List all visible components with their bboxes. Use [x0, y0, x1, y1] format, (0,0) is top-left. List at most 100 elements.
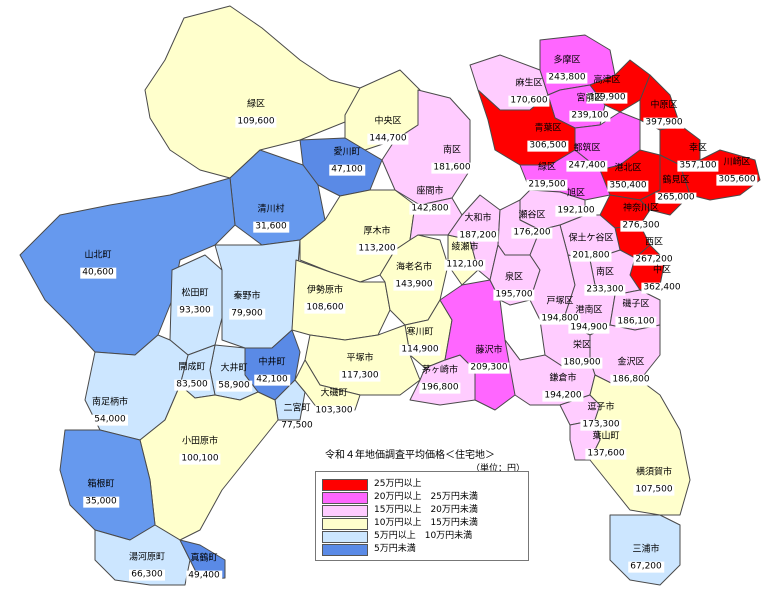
- area-label: 港南区 194,900: [568, 306, 610, 335]
- area-price: 176,200: [511, 227, 553, 239]
- area-price: 42,100: [254, 374, 290, 386]
- area-label: 二宮町 77,500: [279, 404, 315, 433]
- area-name: 松田町: [181, 288, 209, 299]
- area-label: 綾瀬市 112,100: [444, 243, 486, 272]
- area-price: 113,200: [356, 243, 398, 255]
- area-name: 大磯町: [320, 388, 348, 399]
- area-price: 79,900: [229, 308, 265, 320]
- area-price: 196,800: [419, 382, 461, 394]
- area-label: 葉山町 137,600: [585, 431, 627, 461]
- legend-label: 5万円未満: [374, 544, 416, 554]
- area-price: 107,500: [633, 484, 675, 496]
- area-label: 高津区 329,900: [586, 76, 628, 105]
- area-price: 186,800: [610, 374, 652, 386]
- area-label: 山北町 40,600: [80, 251, 116, 280]
- area-price: 66,300: [129, 569, 165, 581]
- area-label: 大井町 58,900: [216, 364, 252, 393]
- legend: 25万円以上 20万円以上 25万円未満 15万円以上 20万円未満 10万円以上 1…: [315, 471, 529, 561]
- area-price: 194,800: [539, 313, 581, 325]
- area-name: 三浦市: [632, 544, 660, 555]
- legend-swatch: [322, 518, 368, 530]
- area-name: 都筑区: [573, 143, 601, 154]
- area-name: 西区: [644, 237, 663, 248]
- area-price: 47,100: [329, 164, 365, 176]
- area-name: 大和市: [464, 213, 492, 224]
- area-name: 幸区: [688, 143, 707, 154]
- area-label: 中区 362,400: [641, 266, 683, 295]
- area-name: 葉山町: [592, 431, 620, 442]
- area-name: 大井町: [220, 363, 248, 374]
- area-price: 357,100: [677, 160, 719, 172]
- area-label: 座間市 142,800: [409, 186, 451, 216]
- area-label: 逗子市 173,300: [580, 403, 622, 432]
- municipality-shape: [144, 5, 381, 179]
- area-name: 二宮町: [283, 403, 311, 414]
- area-price: 49,400: [186, 570, 222, 582]
- area-name: 金沢区: [617, 357, 645, 368]
- area-label: 中央区 144,700: [367, 116, 409, 146]
- area-name: 小田原市: [181, 436, 218, 447]
- area-price: 100,100: [179, 453, 221, 465]
- area-price: 143,900: [393, 279, 435, 291]
- area-name: 南区: [595, 267, 614, 278]
- area-name: 寒川町: [406, 327, 434, 338]
- area-name: 海老名市: [395, 262, 432, 273]
- area-label: 神奈川区 276,300: [620, 204, 662, 233]
- area-name: 伊勢原市: [306, 285, 343, 296]
- area-price: 109,600: [235, 116, 277, 128]
- area-name: 厚木市: [363, 226, 391, 237]
- area-price: 247,400: [566, 160, 608, 172]
- area-price: 362,400: [641, 282, 683, 294]
- area-price: 54,000: [92, 414, 128, 426]
- area-price: 58,900: [216, 380, 252, 392]
- area-name: 緑区: [246, 99, 265, 110]
- legend-swatch: [322, 531, 368, 543]
- legend-item: 5万円以上 10万円未満: [322, 530, 522, 543]
- area-name: 真鶴町: [190, 553, 218, 564]
- area-price: 276,300: [620, 220, 662, 232]
- area-price: 83,500: [174, 379, 210, 391]
- area-name: 麻生区: [515, 78, 543, 89]
- area-label: 磯子区 186,100: [615, 300, 657, 329]
- area-label: 真鶴町 49,400: [186, 554, 222, 583]
- area-label: 中原区 397,900: [643, 101, 685, 130]
- area-price: 180,900: [561, 357, 603, 369]
- area-label: 川崎区 305,600: [716, 158, 758, 187]
- area-label: 秦野市 79,900: [229, 292, 265, 321]
- area-price: 137,600: [585, 448, 627, 460]
- legend-unit: （単位：円）: [471, 464, 526, 474]
- area-label: 泉区 195,700: [493, 272, 535, 302]
- area-name: 多摩区: [553, 55, 581, 66]
- area-name: 戸塚区: [546, 296, 574, 307]
- area-price: 329,900: [586, 92, 628, 104]
- area-price: 31,600: [253, 221, 289, 233]
- municipality-shape: [179, 539, 226, 581]
- area-name: 瀬谷区: [518, 210, 546, 221]
- area-price: 305,600: [716, 174, 758, 186]
- area-price: 209,300: [468, 362, 510, 374]
- area-label: 厚木市 113,200: [356, 226, 398, 256]
- area-label: 清川村 31,600: [253, 205, 289, 234]
- area-label: 平塚市 117,300: [339, 354, 381, 383]
- area-label: 瀬谷区 176,200: [511, 210, 553, 240]
- area-name: 中井町: [258, 357, 286, 368]
- area-price: 117,300: [339, 370, 381, 382]
- area-label: 旭区 192,100: [555, 189, 597, 218]
- municipality-shape: [294, 359, 361, 413]
- area-name: 茅ヶ崎市: [421, 365, 458, 376]
- area-label: 麻生区 170,600: [508, 78, 550, 108]
- area-price: 267,200: [633, 254, 675, 266]
- legend-title: 令和４年地価調査平均価格＜住宅地＞: [325, 450, 495, 461]
- area-label: 鎌倉市 194,200: [542, 374, 584, 403]
- area-price: 201,800: [570, 250, 612, 262]
- municipality-shape: [19, 177, 236, 356]
- area-label: 栄区 180,900: [561, 340, 603, 370]
- legend-label: 25万円以上: [374, 479, 422, 489]
- area-label: 青葉区 306,500: [527, 124, 569, 153]
- area-price: 243,800: [546, 72, 588, 84]
- area-name: 栄区: [572, 340, 591, 351]
- area-name: 座間市: [416, 186, 444, 197]
- area-name: 泉区: [504, 272, 523, 283]
- area-label: 緑区 109,600: [235, 99, 277, 129]
- area-name: 中央区: [374, 116, 402, 127]
